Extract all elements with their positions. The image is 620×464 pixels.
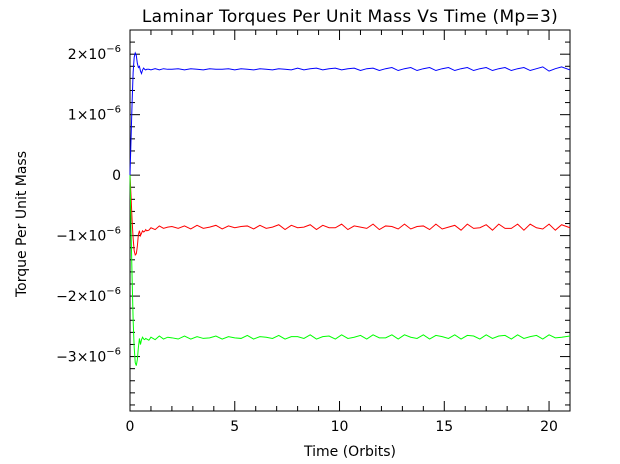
y-tick-label: 0: [112, 168, 121, 184]
y-tick-label: −1×10−6: [56, 226, 121, 245]
y-tick-label: −2×10−6: [56, 286, 121, 305]
x-tick-label: 10: [331, 419, 349, 435]
series-line-2: [129, 175, 571, 257]
x-tick-label: 15: [435, 419, 453, 435]
series-line-1: [129, 51, 571, 176]
chart-title: Laminar Torques Per Unit Mass Vs Time (M…: [142, 7, 558, 27]
y-axis-label: Torque Per Unit Mass: [14, 151, 30, 298]
x-tick-label: 0: [126, 419, 135, 435]
x-tick-label: 5: [230, 419, 239, 435]
x-tick-label: 20: [540, 419, 558, 435]
y-tick-label: 1×10−6: [68, 105, 121, 124]
x-axis-label: Time (Orbits): [303, 444, 396, 460]
y-tick-label: −3×10−6: [56, 347, 121, 366]
y-tick-label: 2×10−6: [68, 44, 121, 63]
series-line-3: [129, 175, 571, 366]
plot-frame: [129, 29, 571, 412]
axis-ticks: 0 5 10 15 20 2×10−6 1×10−6 0 −1×10−6 −2×10−6 −3×10…: [56, 29, 571, 435]
series-layer: [129, 51, 571, 366]
